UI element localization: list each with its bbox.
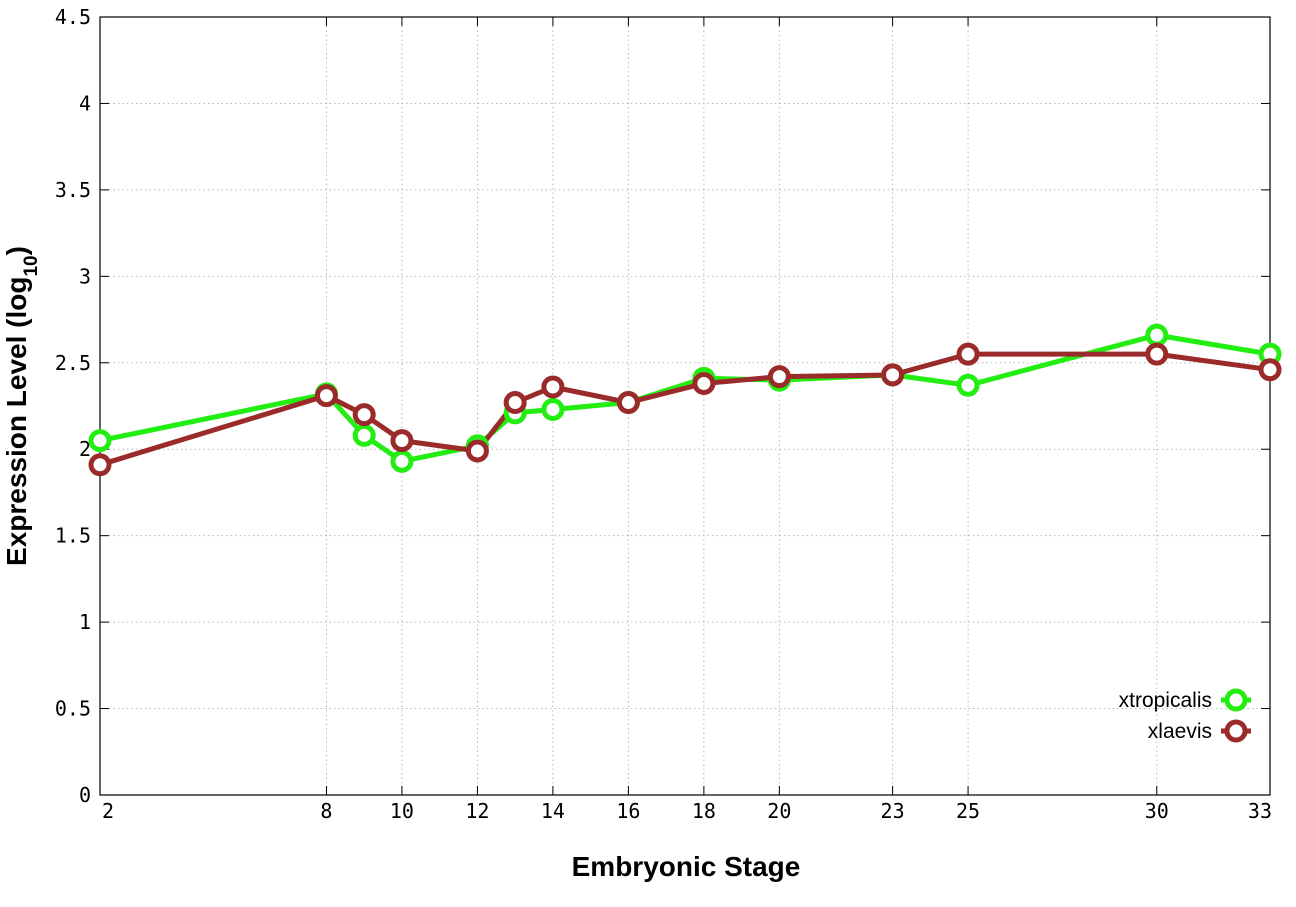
y-tick-label: 1.5 (55, 524, 91, 548)
y-tick-label: 2.5 (55, 351, 91, 375)
y-tick-label: 0 (79, 783, 91, 807)
legend: xtropicalis xlaevis (1119, 688, 1251, 743)
x-axis-title: Embryonic Stage (572, 851, 801, 882)
data-point-xlaevis (88, 453, 112, 477)
legend-label-xtropicalis: xtropicalis (1119, 689, 1212, 712)
data-point-xlaevis (767, 365, 791, 389)
x-tick-label: 12 (465, 799, 489, 823)
data-point-xtropicalis (352, 423, 376, 447)
y-tick-label: 1 (79, 610, 91, 634)
tick-layer: 0 0.5 1 1.5 2 2.5 3 3.5 4 4.5 2 8 10 12 14 16 18 20 23 25 30… (55, 5, 1272, 823)
y-tick-label: 2 (79, 437, 91, 461)
legend-label-xlaevis: xlaevis (1148, 720, 1212, 743)
x-tick-label: 25 (956, 799, 980, 823)
data-point-xlaevis (1258, 358, 1282, 382)
y-tick-label: 4.5 (55, 5, 91, 29)
data-point-xlaevis (616, 391, 640, 415)
data-point-xtropicalis (956, 373, 980, 397)
x-tick-label: 23 (881, 799, 905, 823)
data-point-xlaevis (1145, 342, 1169, 366)
series-line-xlaevis (97, 351, 1273, 468)
data-point-xtropicalis (541, 397, 565, 421)
data-point-xtropicalis (1145, 323, 1169, 347)
y-tick-label: 4 (79, 91, 91, 115)
x-tick-label: 14 (541, 799, 565, 823)
data-point-xtropicalis (390, 449, 414, 473)
data-point-xlaevis (314, 384, 338, 408)
y-axis-title-close: ) (1, 246, 32, 255)
x-tick-label: 8 (320, 799, 332, 823)
y-axis-title-main: Expression Level (log (1, 277, 32, 566)
x-tick-label: 10 (390, 799, 414, 823)
data-point-xlaevis (881, 363, 905, 387)
y-tick-label: 0.5 (55, 697, 91, 721)
legend-marker-xlaevis (1224, 719, 1248, 743)
y-axis-title: Expression Level (log10) (1, 246, 42, 566)
data-point-xlaevis (692, 372, 716, 396)
data-point-xlaevis (352, 403, 376, 427)
y-axis-title-group: Expression Level (log10) (1, 246, 42, 566)
x-tick-label: 16 (616, 799, 640, 823)
legend-marker-xtropicalis (1224, 688, 1248, 712)
data-point-xlaevis (956, 342, 980, 366)
y-tick-label: 3 (79, 264, 91, 288)
x-tick-label: 2 (102, 799, 114, 823)
data-point-xlaevis (465, 439, 489, 463)
x-tick-label: 33 (1248, 799, 1272, 823)
x-tick-label: 20 (767, 799, 791, 823)
x-tick-label: 30 (1145, 799, 1169, 823)
series-layer (88, 323, 1282, 477)
data-point-xlaevis (503, 391, 527, 415)
y-axis-title-subscript: 10 (21, 255, 42, 276)
data-point-xlaevis (390, 429, 414, 453)
data-point-xlaevis (541, 375, 565, 399)
data-point-xtropicalis (88, 429, 112, 453)
grid-layer (100, 17, 1270, 795)
plot-frame (99, 16, 1271, 796)
y-tick-label: 3.5 (55, 178, 91, 202)
x-tick-label: 18 (692, 799, 716, 823)
